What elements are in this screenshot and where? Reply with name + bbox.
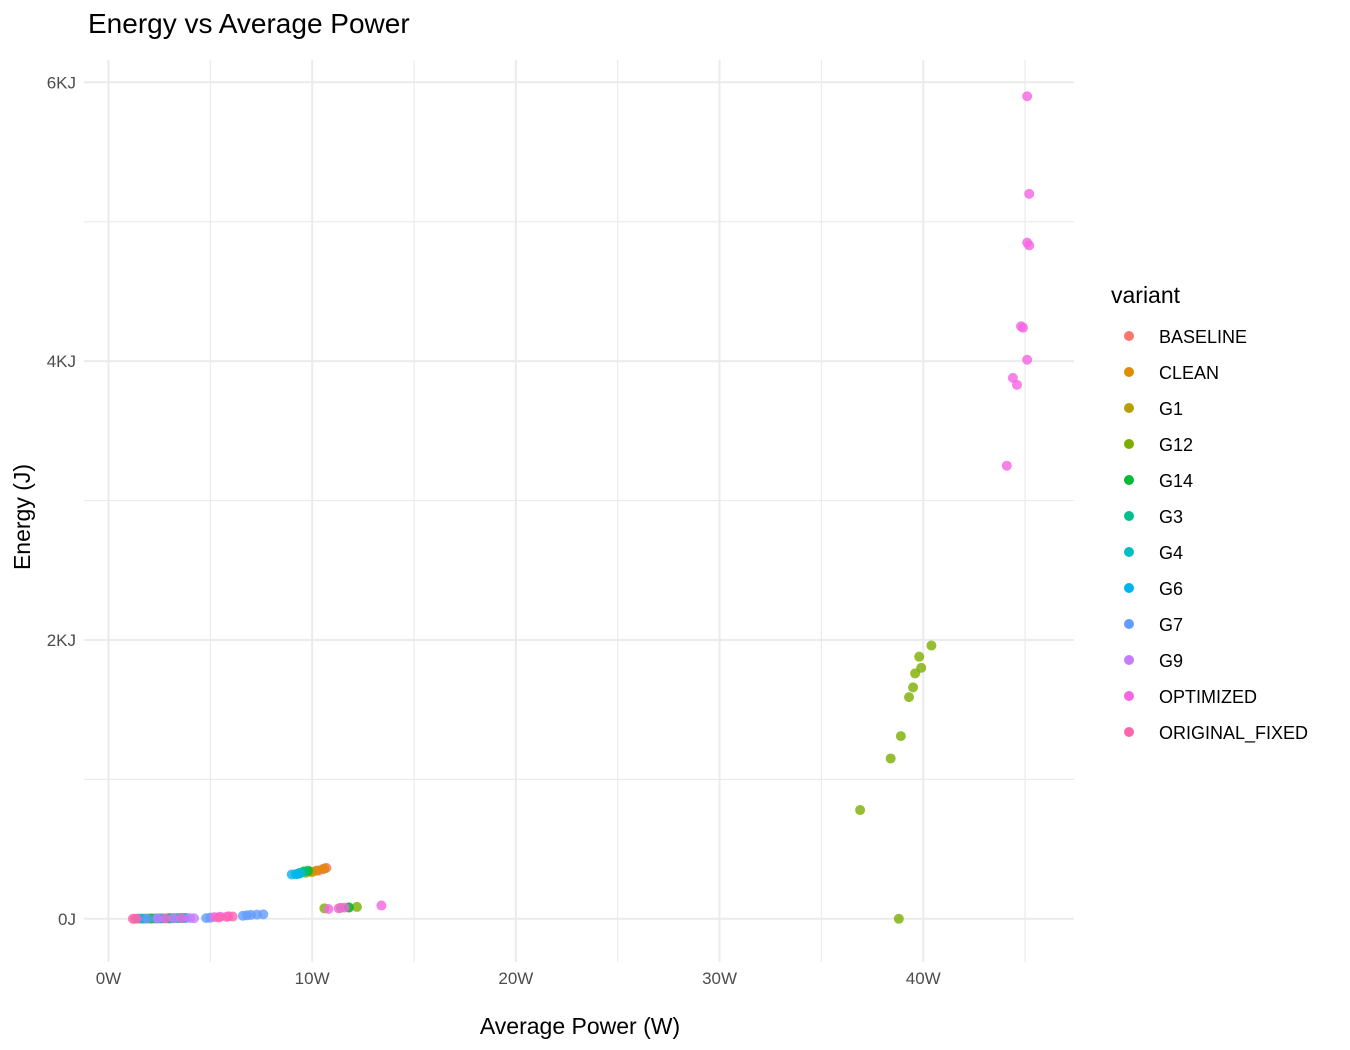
x-axis-ticks: 0W 10W 20W 30W 40W <box>96 969 941 988</box>
y-tick-label: 6KJ <box>47 73 76 92</box>
data-point <box>258 909 269 920</box>
x-tick-label: 30W <box>702 969 737 988</box>
x-tick-label: 10W <box>295 969 330 988</box>
x-tick-label: 0W <box>96 969 122 988</box>
data-point <box>213 912 224 923</box>
y-tick-label: 2KJ <box>47 631 76 650</box>
data-point <box>176 913 187 924</box>
data-point <box>323 904 334 915</box>
data-point <box>351 901 362 912</box>
y-axis-title: Energy (J) <box>9 464 35 570</box>
legend-label: G7 <box>1159 615 1183 635</box>
data-point <box>227 911 238 922</box>
data-point <box>376 900 387 911</box>
data-point <box>908 682 919 693</box>
legend-label: G4 <box>1159 543 1183 563</box>
data-point <box>885 753 896 764</box>
data-point <box>1022 91 1033 102</box>
legend-label: G12 <box>1159 435 1193 455</box>
legend-label: G3 <box>1159 507 1183 527</box>
data-point <box>893 913 904 924</box>
legend-label: ORIGINAL_FIXED <box>1159 723 1308 744</box>
legend-key <box>1124 691 1134 701</box>
legend-key <box>1124 727 1134 737</box>
legend-label: BASELINE <box>1159 327 1247 347</box>
data-point <box>1001 460 1012 471</box>
data-point <box>152 913 163 924</box>
legend-key <box>1124 475 1134 485</box>
chart-title: Energy vs Average Power <box>88 8 410 39</box>
data-point <box>339 902 350 913</box>
y-tick-label: 0J <box>58 910 76 929</box>
data-point <box>189 913 199 924</box>
legend-title: variant <box>1111 282 1181 308</box>
y-tick-label: 4KJ <box>47 352 76 371</box>
legend-label: G1 <box>1159 399 1183 419</box>
legend: variant BASELINE CLEAN G1 G12 G14 G3 G4 G6 G7 G9 O… <box>1111 282 1308 744</box>
data-point <box>1024 240 1035 251</box>
x-axis-title: Average Power (W) <box>480 1013 680 1039</box>
data-point <box>160 913 171 924</box>
data-point <box>131 913 142 924</box>
data-point <box>904 692 914 703</box>
data-points <box>127 91 1035 924</box>
legend-key <box>1124 583 1134 593</box>
data-point <box>926 640 937 651</box>
y-axis-ticks: 0J 2KJ 4KJ 6KJ <box>47 73 76 928</box>
grid <box>84 60 1074 962</box>
data-point <box>1024 188 1035 199</box>
legend-key <box>1124 331 1134 341</box>
legend-key <box>1124 403 1134 413</box>
data-point <box>319 863 330 874</box>
data-point <box>1011 379 1022 390</box>
legend-items: BASELINE CLEAN G1 G12 G14 G3 G4 G6 G7 G9 OPTIMIZED… <box>1124 327 1308 744</box>
data-point <box>292 868 303 879</box>
legend-label: G9 <box>1159 651 1183 671</box>
data-point <box>914 651 925 662</box>
data-point <box>168 913 179 924</box>
data-point <box>1022 354 1033 365</box>
legend-key <box>1124 547 1134 557</box>
data-point <box>916 662 927 673</box>
data-point <box>142 913 153 924</box>
legend-key <box>1124 367 1134 377</box>
legend-key <box>1124 655 1134 665</box>
x-tick-label: 20W <box>498 969 533 988</box>
legend-label: G14 <box>1159 471 1193 491</box>
legend-key <box>1124 619 1134 629</box>
legend-key <box>1124 439 1134 449</box>
legend-label: CLEAN <box>1159 363 1219 383</box>
data-point <box>1018 322 1029 333</box>
data-point <box>895 731 906 742</box>
legend-label: G6 <box>1159 579 1183 599</box>
x-tick-label: 40W <box>906 969 941 988</box>
legend-label: OPTIMIZED <box>1159 687 1257 707</box>
legend-key <box>1124 511 1134 521</box>
data-point <box>855 805 866 816</box>
